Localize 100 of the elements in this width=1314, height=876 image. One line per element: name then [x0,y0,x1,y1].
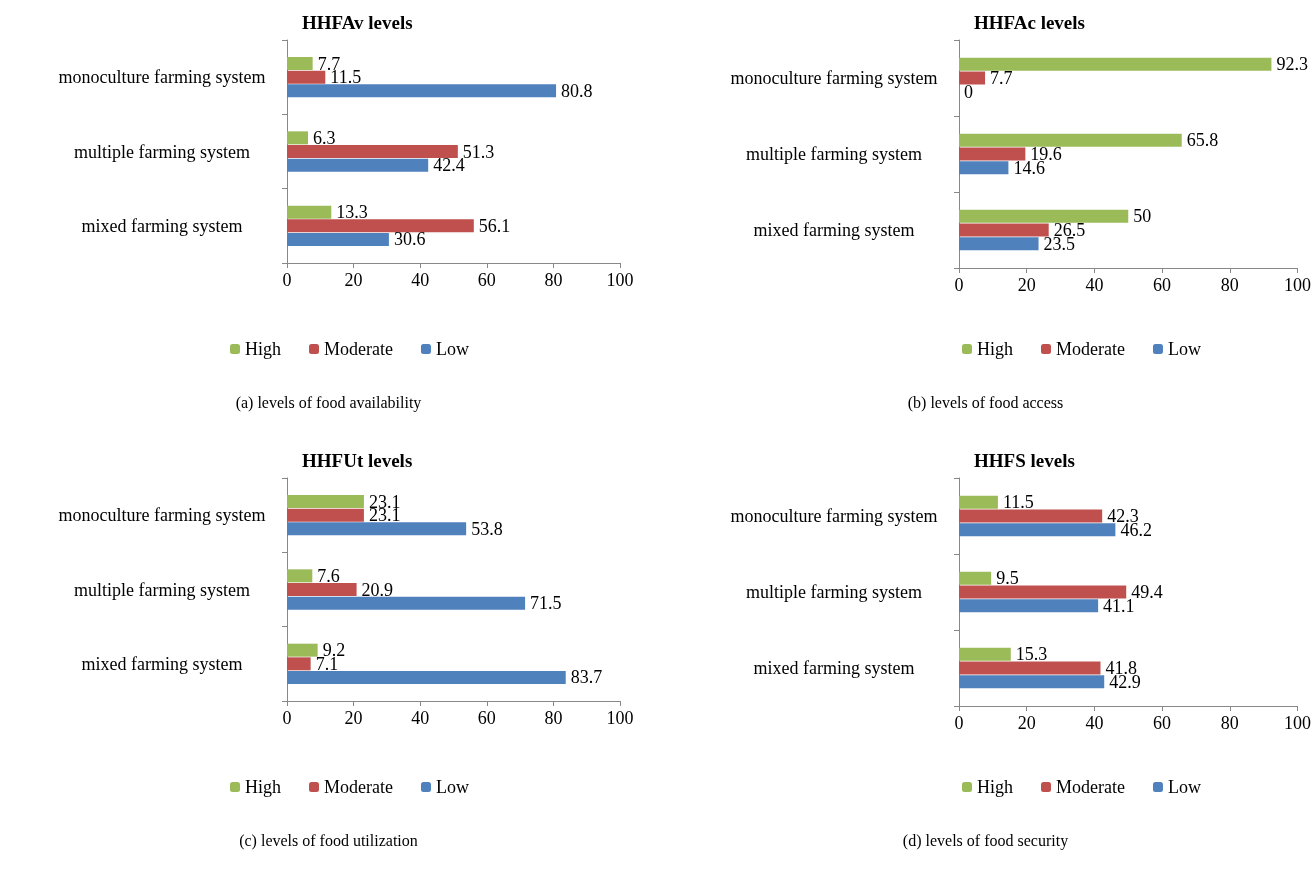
chart-title: HHFUt levels [302,450,413,471]
bar [287,643,318,657]
legend-label: Low [1167,777,1201,797]
bar [287,583,357,596]
data-label: 80.8 [561,80,593,101]
legend-label: Moderate [1056,339,1125,359]
text: (c) levels of food utilization [239,831,418,850]
bar [959,647,1011,661]
bar [959,661,1101,675]
legend-label: Moderate [324,777,393,797]
bar [287,232,389,246]
legend-label: Low [435,777,469,797]
y-tick-label: mixed farming system [81,215,243,236]
data-label: 9.5 [996,568,1019,589]
y-tick-label: monoculture farming system [58,505,266,526]
bar [287,57,313,71]
y-tick-label: multiple farming system [746,582,922,602]
x-tick-label: 20 [344,708,363,728]
x-tick-label: 80 [544,270,563,290]
bar [959,585,1127,599]
bar [287,495,364,509]
bar [287,70,326,84]
x-tick-label: 80 [544,708,563,728]
bar [287,508,364,522]
data-label: 20.9 [361,579,394,600]
data-label: 6.3 [312,127,336,148]
x-tick-label: 80 [1220,713,1239,733]
data-label: 51.3 [462,141,495,162]
data-label: 42.4 [433,155,465,176]
y-tick-label: mixed farming system [753,658,915,678]
bar [959,509,1103,523]
chart-title: HHFAv levels [302,12,413,33]
data-label: 50 [1133,206,1152,227]
y-tick-label: multiple farming system [74,141,250,162]
bar [287,569,313,583]
bar [287,522,467,536]
x-tick-label: 60 [1153,275,1172,295]
x-tick-label: 20 [344,270,363,290]
legend-label: Low [1167,339,1201,359]
data-label: 7.7 [990,68,1013,88]
bar [959,495,998,509]
text: (b) levels of food access [907,393,1064,412]
legend-label: High [977,777,1013,797]
data-label: 11.5 [1002,492,1034,513]
chart-title: HHFAc levels [974,12,1085,33]
bar [959,523,1116,537]
y-tick-label: multiple farming system [74,579,250,600]
data-label: 13.3 [336,202,368,223]
data-label: 15.3 [1015,644,1048,665]
y-tick-label: monoculture farming system [730,506,938,526]
bar [287,131,308,145]
y-tick-label: monoculture farming system [730,68,938,88]
x-tick-label: 0 [282,708,292,728]
bar [287,205,332,219]
bar [287,657,311,671]
x-tick-label: 40 [411,270,430,290]
legend-label: Moderate [324,339,393,359]
x-tick-label: 100 [606,270,634,290]
legend-label: Low [435,339,469,359]
x-tick-label: 100 [1284,713,1311,733]
bar [959,571,992,585]
bar [959,599,1099,613]
x-tick-label: 80 [1220,275,1239,295]
data-label: 65.8 [1186,130,1219,151]
x-tick-label: 20 [1017,275,1036,295]
legend-label: Moderate [1056,777,1125,797]
x-tick-label: 60 [477,270,496,290]
x-tick-label: 100 [606,708,634,728]
bar [287,219,474,233]
x-tick-label: 40 [1085,713,1104,733]
y-tick-label: multiple farming system [746,144,922,164]
x-tick-label: 0 [282,270,292,290]
data-label: 83.7 [570,667,603,688]
x-tick-label: 0 [954,275,964,295]
x-tick-label: 0 [954,713,964,733]
data-label: 71.5 [530,593,562,614]
bar [959,57,1272,71]
x-tick-label: 60 [477,708,496,728]
data-label: 92.3 [1276,54,1308,75]
x-tick-label: 40 [411,708,430,728]
legend-label: High [977,339,1013,359]
bar [287,670,566,684]
x-tick-label: 40 [1085,275,1104,295]
data-label: 53.8 [471,518,503,539]
bar [959,71,986,85]
x-tick-label: 100 [1284,275,1311,295]
bar [959,147,1026,161]
bar [959,237,1039,251]
y-tick-label: monoculture farming system [58,67,266,88]
x-tick-label: 20 [1017,713,1036,733]
chart-title: HHFS levels [974,450,1075,471]
bar [287,145,458,158]
legend-label: High [245,777,281,797]
text: (d) levels of food security [902,831,1069,850]
bar [287,84,557,98]
y-tick-label: mixed farming system [81,653,243,674]
bar [959,133,1182,147]
data-label: 0 [964,81,973,102]
bar [287,596,526,610]
bar [959,209,1129,223]
